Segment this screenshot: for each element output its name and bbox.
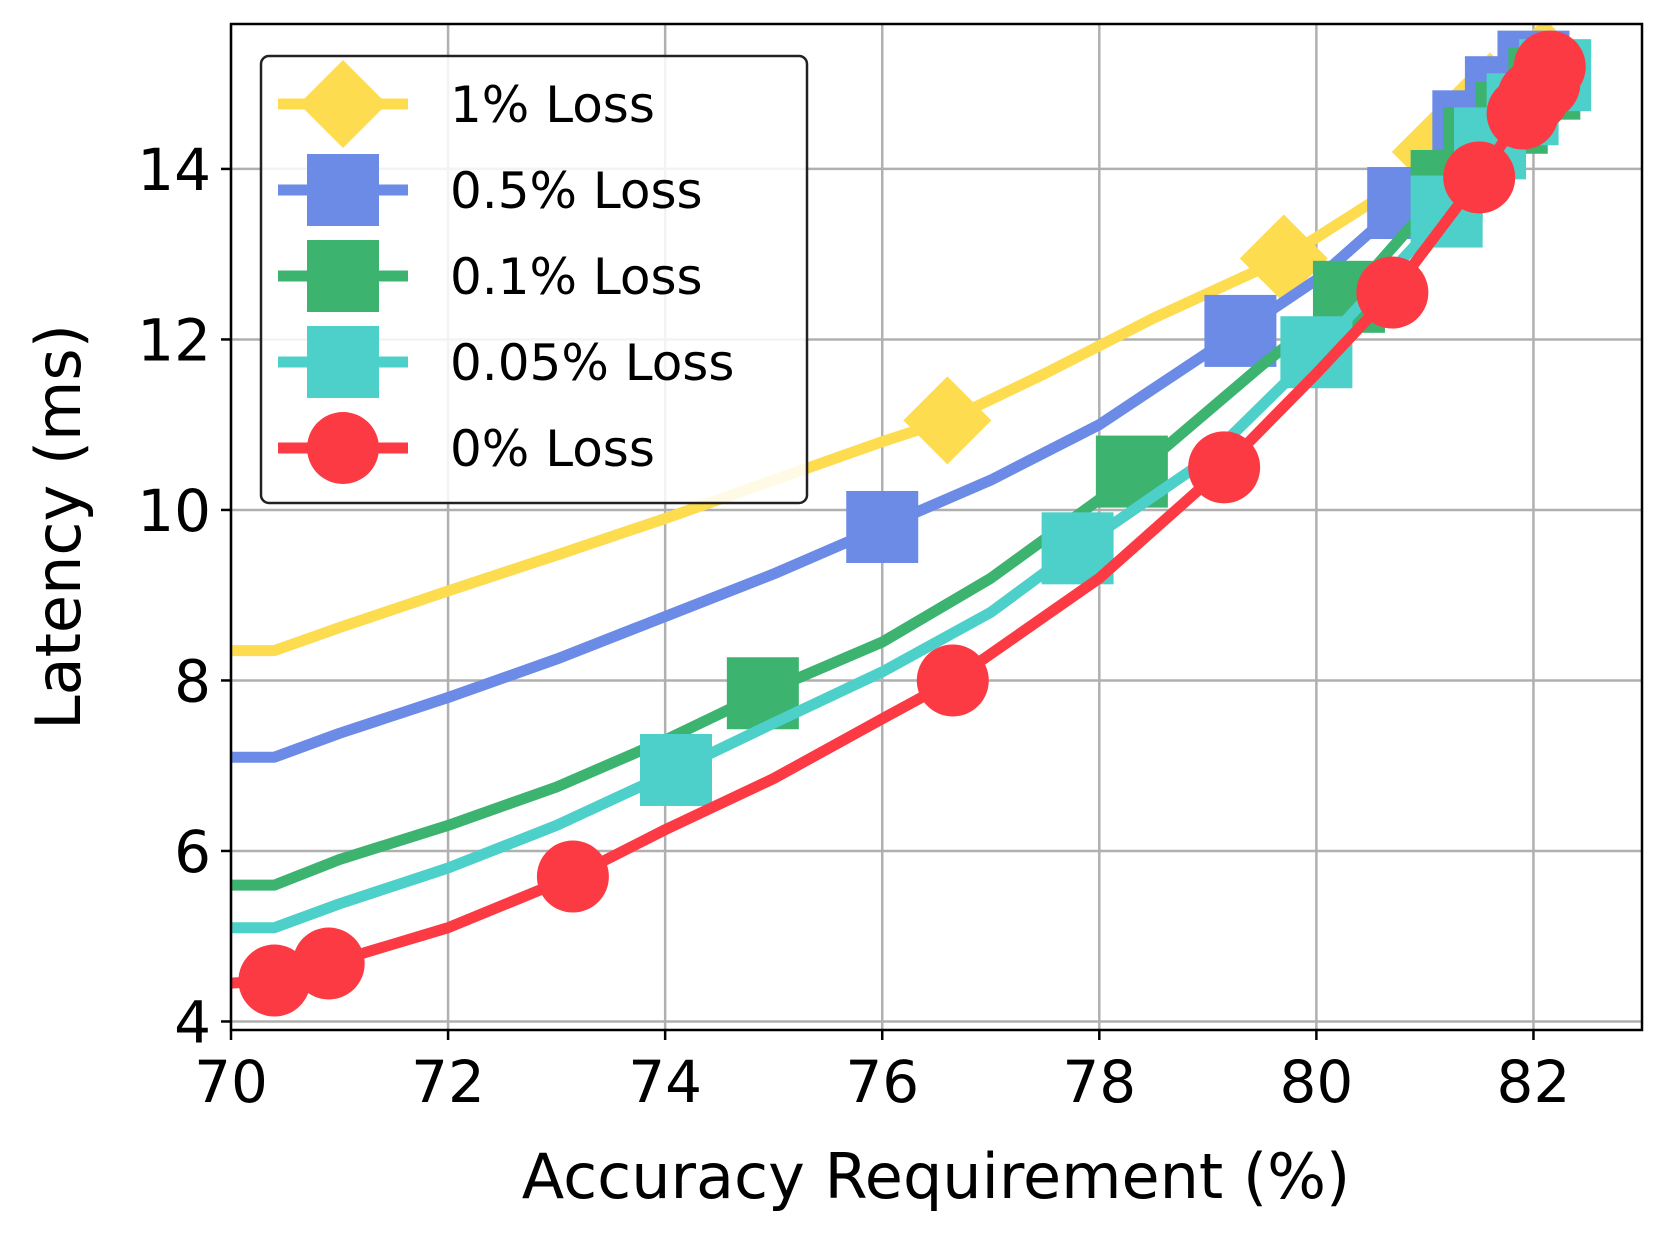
data-point <box>292 927 365 1000</box>
y-axis-label: Latency (ms) <box>22 324 95 730</box>
data-point <box>1356 256 1429 329</box>
x-tick-label: 76 <box>845 1048 919 1116</box>
legend-label: 1% Loss <box>450 76 655 134</box>
legend-item: 0.1% Loss <box>278 240 703 312</box>
x-tick-label: 72 <box>411 1048 485 1116</box>
legend-marker <box>307 240 379 312</box>
y-tick-label: 12 <box>137 306 211 374</box>
legend: 1% Loss 0.5% Loss 0.1% Loss 0.05% Loss 0% Lo… <box>259 54 809 505</box>
data-point <box>640 733 713 806</box>
data-point <box>238 944 311 1017</box>
series-0-5-loss <box>231 30 1570 763</box>
data-point <box>1513 30 1586 103</box>
x-tick-label: 82 <box>1497 1048 1571 1116</box>
x-axis-label: Accuracy Requirement (%) <box>522 1140 1351 1213</box>
y-tick-label: 14 <box>137 136 211 204</box>
legend-item: 0.05% Loss <box>278 326 734 398</box>
data-point <box>903 376 992 465</box>
legend-marker <box>299 60 387 148</box>
data-point <box>1443 141 1516 214</box>
x-tick-label: 78 <box>1062 1048 1136 1116</box>
legend-label: 0.1% Loss <box>450 248 703 306</box>
series-line <box>231 63 1555 989</box>
data-point <box>916 644 989 717</box>
x-tick-label: 74 <box>628 1048 702 1116</box>
legend-label: 0% Loss <box>450 420 655 478</box>
data-point <box>1188 431 1261 504</box>
y-tick-label: 8 <box>174 647 211 715</box>
axis-ticks: 70 72 74 76 78 80 82 4 6 8 10 12 14 <box>137 136 1570 1116</box>
legend-marker <box>307 412 379 484</box>
legend-item: 1% Loss <box>278 60 655 148</box>
data-point <box>1204 294 1277 367</box>
legend-marker <box>307 154 379 226</box>
x-tick-label: 70 <box>194 1048 268 1116</box>
plot-frame <box>229 22 1644 1032</box>
legend-label: 0.05% Loss <box>450 334 734 392</box>
legend-frame <box>259 54 809 505</box>
legend-item: 0% Loss <box>278 412 655 484</box>
y-tick-label: 6 <box>174 818 211 886</box>
data-point <box>846 491 919 563</box>
data-point <box>536 840 609 913</box>
series-0-loss <box>231 30 1586 1017</box>
series-layer <box>231 24 1592 1017</box>
x-tick-label: 80 <box>1279 1048 1353 1116</box>
y-tick-label: 10 <box>137 477 211 545</box>
legend-item: 0.5% Loss <box>278 154 703 226</box>
y-tick-label: 4 <box>174 988 211 1056</box>
legend-marker <box>307 326 379 398</box>
legend-label: 0.5% Loss <box>450 162 703 220</box>
